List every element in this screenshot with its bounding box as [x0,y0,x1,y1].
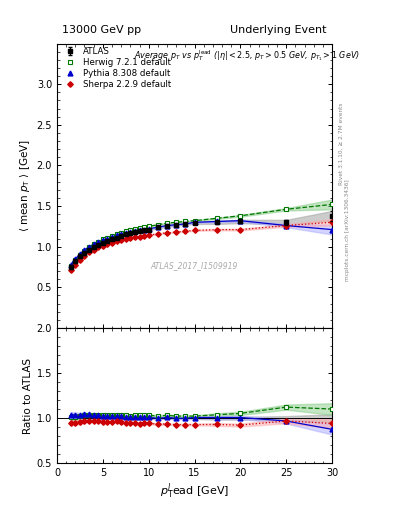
Sherpa 2.2.9 default [119,237,123,243]
Herwig 7.2.1 default [174,219,178,225]
Pythia 8.308 default [105,236,110,242]
Pythia 8.308 default [128,229,133,235]
Text: ATLAS_2017_I1509919: ATLAS_2017_I1509919 [151,261,238,270]
Pythia 8.308 default [284,223,288,229]
Sherpa 2.2.9 default [146,232,151,239]
Sherpa 2.2.9 default [105,241,110,247]
Herwig 7.2.1 default [330,201,334,207]
Herwig 7.2.1 default [77,252,82,258]
Text: mcplots.cern.ch [arXiv:1306.3436]: mcplots.cern.ch [arXiv:1306.3436] [345,180,350,281]
Herwig 7.2.1 default [105,234,110,241]
Sherpa 2.2.9 default [123,236,128,242]
Sherpa 2.2.9 default [82,252,87,259]
Pythia 8.308 default [156,224,160,230]
Herwig 7.2.1 default [114,231,119,238]
Sherpa 2.2.9 default [110,240,114,246]
Herwig 7.2.1 default [137,225,142,231]
Sherpa 2.2.9 default [128,234,133,241]
Herwig 7.2.1 default [132,226,137,232]
Sherpa 2.2.9 default [330,219,334,225]
Herwig 7.2.1 default [101,236,105,242]
Pythia 8.308 default [110,234,114,240]
Herwig 7.2.1 default [123,228,128,234]
Pythia 8.308 default [123,230,128,236]
Pythia 8.308 default [192,219,197,225]
Sherpa 2.2.9 default [192,227,197,233]
Sherpa 2.2.9 default [73,262,78,268]
Herwig 7.2.1 default [119,230,123,236]
Herwig 7.2.1 default [284,206,288,212]
Herwig 7.2.1 default [128,227,133,233]
Herwig 7.2.1 default [110,233,114,239]
Pythia 8.308 default [132,228,137,234]
Sherpa 2.2.9 default [174,229,178,235]
Pythia 8.308 default [165,223,169,229]
Sherpa 2.2.9 default [238,226,243,232]
Herwig 7.2.1 default [238,212,243,219]
Herwig 7.2.1 default [73,258,78,264]
Sherpa 2.2.9 default [77,257,82,263]
Pythia 8.308 default [215,219,220,225]
Sherpa 2.2.9 default [165,230,169,236]
Pythia 8.308 default [87,244,92,250]
Pythia 8.308 default [91,241,96,247]
Pythia 8.308 default [174,222,178,228]
Sherpa 2.2.9 default [156,230,160,237]
Pythia 8.308 default [137,227,142,233]
Herwig 7.2.1 default [146,223,151,229]
Pythia 8.308 default [101,237,105,243]
Y-axis label: $\langle$ mean $p_\mathrm{T}$ $\rangle$ [GeV]: $\langle$ mean $p_\mathrm{T}$ $\rangle$ … [18,139,33,232]
Herwig 7.2.1 default [156,222,160,228]
Herwig 7.2.1 default [183,219,188,225]
Sherpa 2.2.9 default [137,234,142,240]
Herwig 7.2.1 default [91,241,96,247]
Pythia 8.308 default [82,247,87,253]
Pythia 8.308 default [146,226,151,232]
Sherpa 2.2.9 default [215,226,220,232]
Sherpa 2.2.9 default [91,247,96,253]
Pythia 8.308 default [68,262,73,268]
Sherpa 2.2.9 default [284,223,288,229]
Line: Sherpa 2.2.9 default: Sherpa 2.2.9 default [69,220,334,272]
Pythia 8.308 default [73,256,78,262]
Sherpa 2.2.9 default [96,244,101,250]
Sherpa 2.2.9 default [87,249,92,255]
Sherpa 2.2.9 default [68,267,73,273]
Herwig 7.2.1 default [165,220,169,226]
Pythia 8.308 default [330,226,334,232]
Text: Underlying Event: Underlying Event [230,25,327,35]
Pythia 8.308 default [238,218,243,224]
Text: Average $p_{T}$ vs $p_{T}^{\rm lead}$ ($|\eta| < 2.5$, $p_{T} > 0.5$ GeV, $p_{T_: Average $p_{T}$ vs $p_{T}^{\rm lead}$ ($… [134,48,360,63]
Legend: ATLAS, Herwig 7.2.1 default, Pythia 8.308 default, Sherpa 2.2.9 default: ATLAS, Herwig 7.2.1 default, Pythia 8.30… [59,45,173,91]
Pythia 8.308 default [142,226,147,232]
Herwig 7.2.1 default [68,263,73,269]
Sherpa 2.2.9 default [114,238,119,244]
Y-axis label: Ratio to ATLAS: Ratio to ATLAS [22,357,33,434]
Sherpa 2.2.9 default [183,228,188,234]
Pythia 8.308 default [96,239,101,245]
Sherpa 2.2.9 default [132,234,137,240]
Line: Pythia 8.308 default: Pythia 8.308 default [68,218,334,267]
Line: Herwig 7.2.1 default: Herwig 7.2.1 default [68,202,334,269]
Sherpa 2.2.9 default [101,243,105,249]
Herwig 7.2.1 default [142,224,147,230]
Herwig 7.2.1 default [82,248,87,254]
Herwig 7.2.1 default [192,218,197,224]
Herwig 7.2.1 default [215,215,220,221]
Text: 13000 GeV pp: 13000 GeV pp [62,25,141,35]
Pythia 8.308 default [77,251,82,257]
Pythia 8.308 default [114,232,119,239]
Herwig 7.2.1 default [87,244,92,250]
Pythia 8.308 default [119,230,123,237]
Sherpa 2.2.9 default [142,233,147,239]
Herwig 7.2.1 default [96,239,101,245]
Text: Rivet 3.1.10, ≥ 2.7M events: Rivet 3.1.10, ≥ 2.7M events [339,102,344,185]
X-axis label: $p_\mathrm{T}^{l}$ead [GeV]: $p_\mathrm{T}^{l}$ead [GeV] [160,481,229,501]
Pythia 8.308 default [183,221,188,227]
